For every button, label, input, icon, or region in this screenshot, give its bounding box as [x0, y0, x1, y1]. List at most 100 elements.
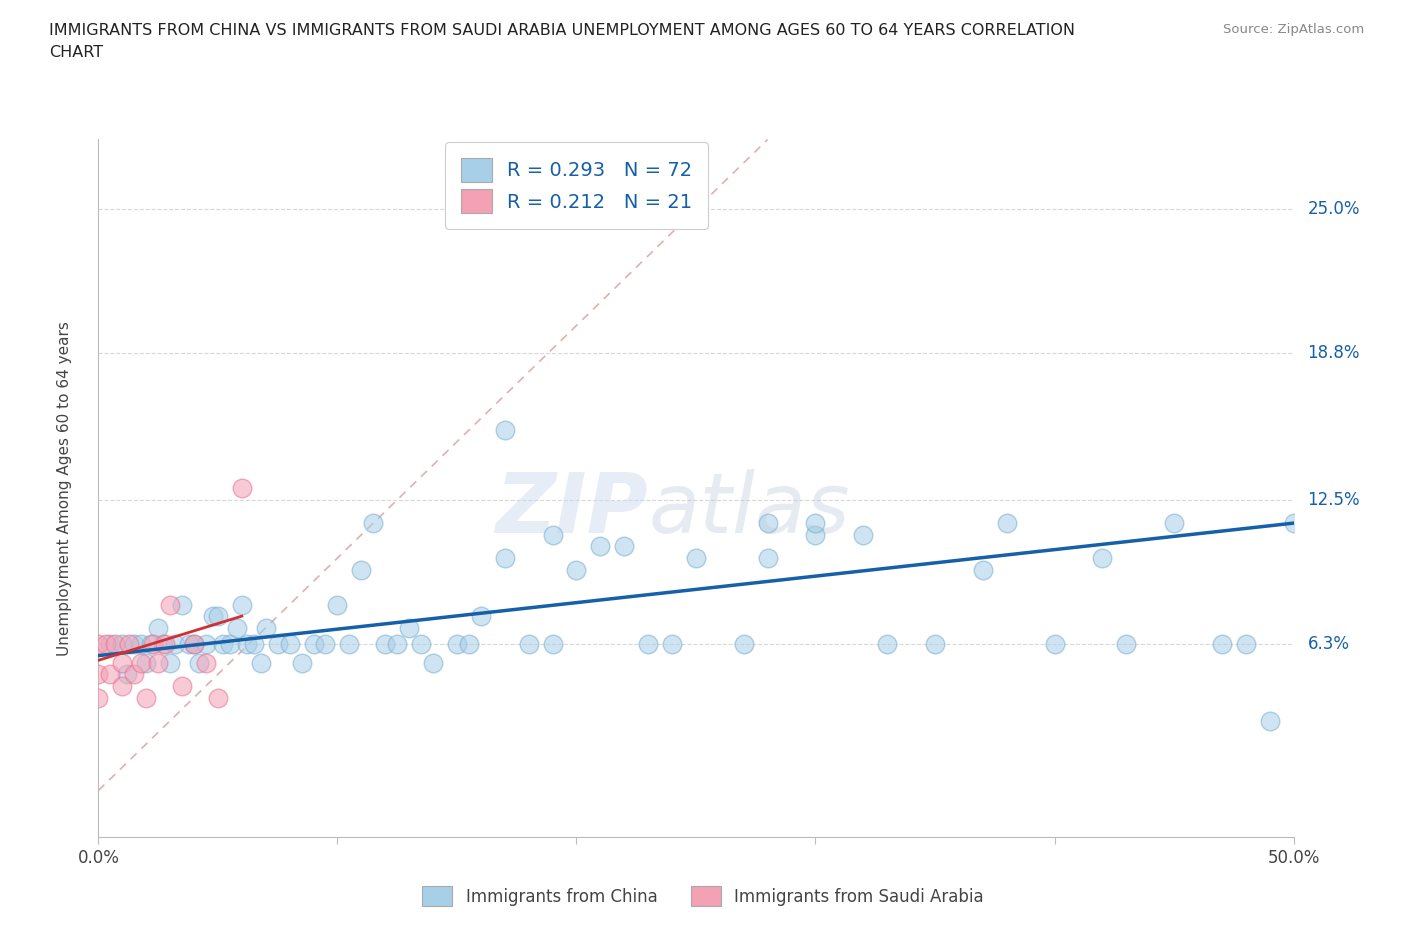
Point: [267, 637, 290, 652]
Point: [661, 637, 683, 652]
Point: [972, 562, 994, 577]
Point: [231, 597, 253, 612]
Point: [111, 637, 134, 652]
Point: [363, 516, 385, 531]
Point: [118, 637, 141, 652]
Point: [315, 637, 337, 652]
Point: [104, 637, 127, 652]
Point: [111, 679, 134, 694]
Point: [124, 667, 146, 682]
Point: [302, 637, 325, 652]
Point: [211, 637, 233, 652]
Point: [278, 637, 301, 652]
Text: CHART: CHART: [49, 45, 103, 60]
Text: 25.0%: 25.0%: [1308, 200, 1360, 219]
Point: [207, 609, 229, 624]
Point: [111, 656, 134, 671]
Point: [235, 637, 257, 652]
Text: ZIP: ZIP: [495, 469, 648, 550]
Text: 6.3%: 6.3%: [1308, 635, 1350, 653]
Point: [541, 527, 564, 542]
Point: [398, 620, 420, 635]
Point: [411, 637, 433, 652]
Text: atlas: atlas: [648, 469, 849, 550]
Point: [159, 597, 181, 612]
Point: [87, 690, 110, 705]
Text: IMMIGRANTS FROM CHINA VS IMMIGRANTS FROM SAUDI ARABIA UNEMPLOYMENT AMONG AGES 60: IMMIGRANTS FROM CHINA VS IMMIGRANTS FROM…: [49, 23, 1076, 38]
Point: [139, 637, 162, 652]
Point: [1043, 637, 1066, 652]
Point: [142, 637, 165, 652]
Point: [250, 656, 273, 671]
Point: [756, 551, 779, 565]
Point: [183, 637, 205, 652]
Point: [637, 637, 659, 652]
Point: [148, 620, 170, 635]
Point: [163, 637, 186, 652]
Point: [290, 656, 312, 671]
Point: [183, 637, 205, 652]
Point: [94, 637, 117, 652]
Point: [194, 656, 217, 671]
Point: [337, 637, 360, 652]
Point: [876, 637, 898, 652]
Text: 18.8%: 18.8%: [1308, 344, 1360, 363]
Point: [995, 516, 1018, 531]
Legend: R = 0.293   N = 72, R = 0.212   N = 21: R = 0.293 N = 72, R = 0.212 N = 21: [446, 142, 707, 229]
Point: [1115, 637, 1137, 652]
Point: [446, 637, 468, 652]
Point: [135, 690, 157, 705]
Point: [1211, 637, 1233, 652]
Point: [685, 551, 707, 565]
Point: [115, 667, 138, 682]
Point: [350, 562, 373, 577]
Point: [98, 667, 122, 682]
Point: [148, 656, 170, 671]
Point: [87, 637, 110, 652]
Point: [159, 656, 181, 671]
Point: [374, 637, 396, 652]
Point: [98, 637, 122, 652]
Point: [458, 637, 481, 652]
Point: [219, 637, 242, 652]
Point: [494, 423, 516, 438]
Point: [613, 539, 636, 554]
Point: [131, 656, 153, 671]
Point: [589, 539, 612, 554]
Point: [470, 609, 492, 624]
Point: [1282, 516, 1305, 531]
Point: [131, 637, 153, 652]
Legend: Immigrants from China, Immigrants from Saudi Arabia: Immigrants from China, Immigrants from S…: [416, 880, 990, 912]
Point: [1163, 516, 1185, 531]
Point: [135, 656, 157, 671]
Point: [385, 637, 409, 652]
Point: [1091, 551, 1114, 565]
Point: [1258, 713, 1281, 728]
Point: [326, 597, 349, 612]
Point: [179, 637, 201, 652]
Point: [155, 637, 177, 652]
Point: [1234, 637, 1257, 652]
Point: [187, 656, 209, 671]
Point: [517, 637, 540, 652]
Point: [87, 667, 110, 682]
Point: [231, 481, 253, 496]
Point: [172, 679, 194, 694]
Point: [733, 637, 755, 652]
Point: [804, 527, 827, 542]
Point: [172, 597, 194, 612]
Point: [541, 637, 564, 652]
Point: [852, 527, 875, 542]
Text: Source: ZipAtlas.com: Source: ZipAtlas.com: [1223, 23, 1364, 36]
Point: [243, 637, 266, 652]
Point: [565, 562, 588, 577]
Point: [494, 551, 516, 565]
Text: 12.5%: 12.5%: [1308, 491, 1360, 509]
Y-axis label: Unemployment Among Ages 60 to 64 years: Unemployment Among Ages 60 to 64 years: [58, 321, 72, 656]
Point: [254, 620, 277, 635]
Point: [194, 637, 217, 652]
Point: [756, 516, 779, 531]
Point: [422, 656, 444, 671]
Point: [226, 620, 249, 635]
Point: [124, 637, 146, 652]
